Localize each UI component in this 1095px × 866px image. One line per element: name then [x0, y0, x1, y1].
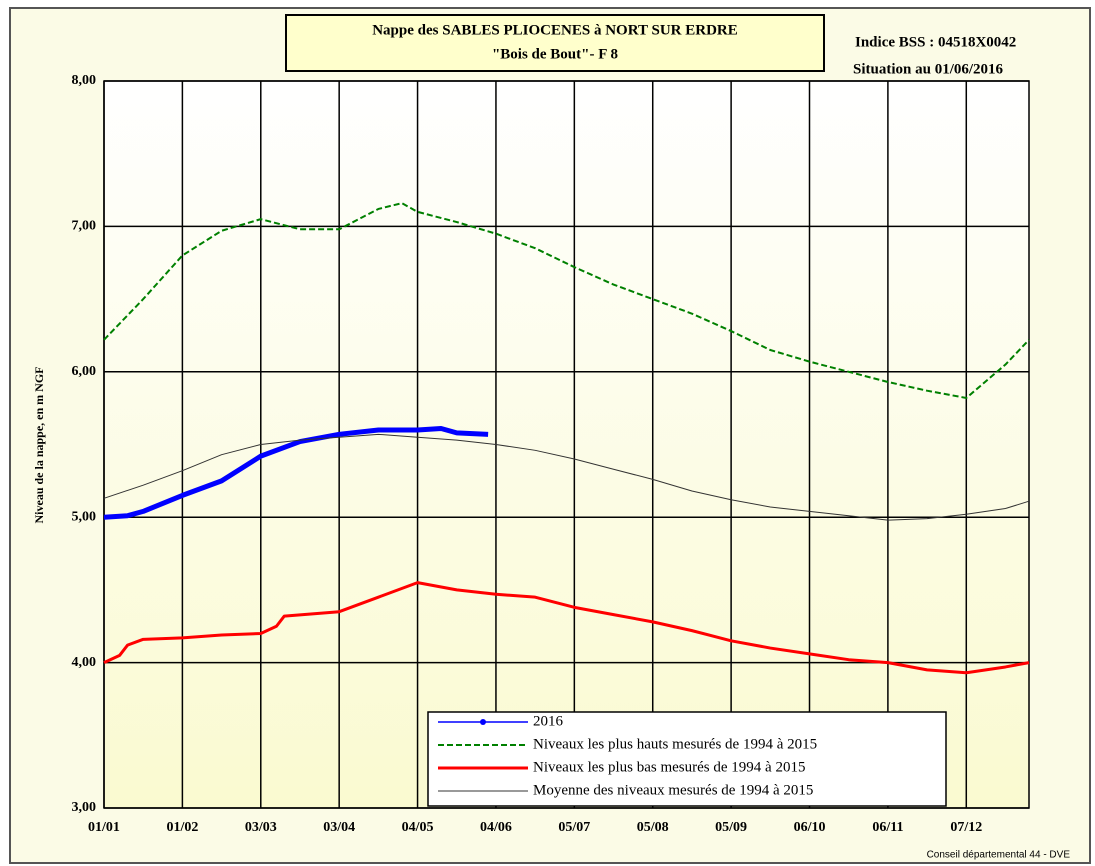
- legend-items: 2016 Niveaux les plus hauts mesurés de 19…: [438, 713, 817, 798]
- x-tick-label: 06/10: [794, 820, 826, 835]
- x-tick-label: 05/07: [558, 820, 590, 835]
- chart-title: Nappe des SABLES PLIOCENES à NORT SUR ER…: [372, 22, 738, 38]
- annotation: Indice BSS : 04518X0042: [855, 34, 1016, 50]
- y-tick-label: 7,00: [72, 219, 97, 234]
- annotation: Situation au 01/06/2016: [853, 61, 1004, 77]
- x-tick-label: 05/09: [715, 820, 747, 835]
- chart-subtitle: "Bois de Bout"- F 8: [492, 46, 618, 62]
- footer: Conseil départemental 44 - DVE: [927, 850, 1071, 861]
- legend-label: Niveaux les plus bas mesurés de 1994 à 2…: [533, 759, 805, 775]
- title-box: [285, 14, 825, 72]
- plot-area: [104, 81, 1029, 808]
- x-tick-label: 01/02: [166, 820, 198, 835]
- x-tick-label: 07/12: [950, 820, 982, 835]
- x-tick-label: 04/06: [480, 820, 512, 835]
- legend-marker: [480, 719, 486, 725]
- legend-label: Moyenne des niveaux mesurés de 1994 à 20…: [533, 782, 813, 798]
- y-axis-label: Niveau de la nappe, en m NGF: [32, 366, 46, 523]
- series-line: [103, 581, 1030, 675]
- legend-label: 2016: [533, 713, 564, 729]
- y-tick-label: 4,00: [72, 655, 97, 670]
- plot-border: [103, 80, 1030, 809]
- series-line: [103, 426, 489, 520]
- x-tick-label: 03/03: [245, 820, 277, 835]
- y-tick-label: 8,00: [72, 73, 97, 88]
- y-tick-label: 6,00: [72, 364, 97, 379]
- x-tick-label: 04/05: [402, 820, 434, 835]
- legend-label: Niveaux les plus hauts mesurés de 1994 à…: [533, 736, 817, 752]
- series-line: [103, 433, 1030, 521]
- x-tick-label: 06/11: [872, 820, 903, 835]
- x-tick-label: 01/01: [88, 820, 120, 835]
- legend: [427, 711, 947, 807]
- y-tick-label: 3,00: [72, 800, 97, 815]
- x-tick-label: 03/04: [323, 820, 355, 835]
- y-tick-label: 5,00: [72, 509, 97, 524]
- series-line: [103, 202, 1030, 399]
- x-tick-label: 05/08: [637, 820, 669, 835]
- plot: 3,00 4,00 5,00 6,00 7,00 8,00 01/01 01/02 03/03 0…: [72, 73, 1030, 835]
